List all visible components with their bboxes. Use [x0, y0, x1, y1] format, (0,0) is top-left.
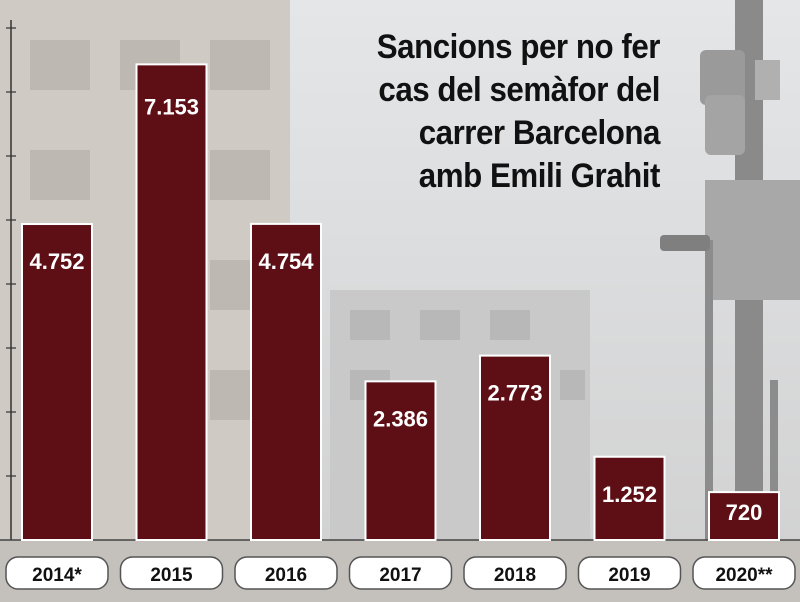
x-tick-pill: [5, 556, 109, 590]
x-tick-label: 2014*: [32, 565, 82, 586]
bar: [708, 491, 780, 541]
bar-value-label: 720: [726, 500, 763, 525]
bar-value-label: 4.752: [29, 249, 84, 274]
bar: [135, 63, 208, 541]
x-tick-pill: [119, 556, 224, 590]
x-tick-pill: [234, 556, 338, 590]
bar: [21, 223, 93, 541]
chart-title: Sancions per no fer cas del semàfor del …: [329, 26, 661, 198]
x-tick-label: 2017: [379, 565, 421, 586]
x-tick-pill: [348, 556, 453, 590]
bar-value-label: 4.754: [258, 249, 314, 274]
title-line: Sancions per no fer: [376, 28, 661, 66]
title-line: amb Emili Grahit: [418, 157, 661, 195]
x-tick-pill: [577, 556, 682, 590]
x-tick-label: 2016: [265, 565, 307, 586]
x-tick-label: 2015: [150, 565, 193, 586]
title-line: cas del semàfor del: [378, 71, 660, 109]
x-tick-label: 2019: [608, 565, 650, 586]
bar: [364, 380, 437, 541]
bar-value-label: 7.153: [144, 94, 199, 119]
bar: [250, 222, 322, 542]
bar-value-label: 2.386: [373, 406, 428, 431]
title-line: carrer Barcelona: [418, 114, 661, 152]
x-tick-label: 2020**: [715, 565, 773, 586]
x-tick-pill: [692, 556, 796, 590]
bar: [593, 455, 666, 541]
x-tick-pill: [463, 556, 567, 590]
bar-value-label: 1.252: [602, 482, 657, 507]
x-tick-label: 2018: [494, 565, 536, 586]
bar: [479, 354, 551, 541]
bar-value-label: 2.773: [487, 381, 542, 406]
